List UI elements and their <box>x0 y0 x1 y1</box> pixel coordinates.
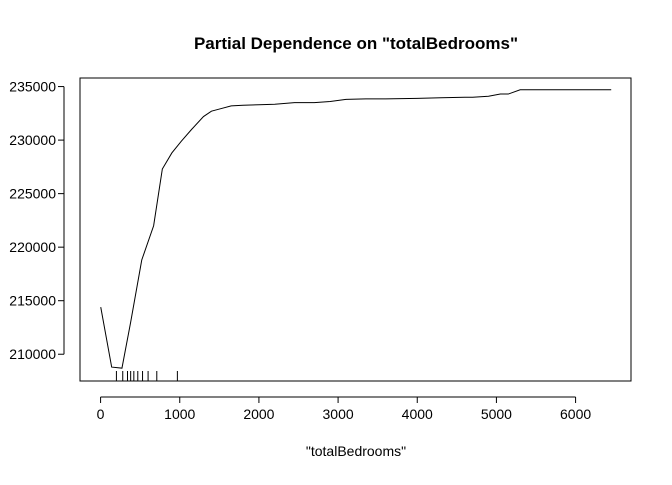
rug-marks <box>115 371 178 381</box>
y-axis: 210000 215000 220000 225000 230000 235000 <box>9 79 65 362</box>
plot-frame <box>79 77 632 382</box>
x-tick-label: 1000 <box>164 406 195 422</box>
x-tick-label: 0 <box>97 406 105 422</box>
y-tick-label: 210000 <box>9 346 56 362</box>
x-tick-label: 2000 <box>243 406 274 422</box>
x-tick-label: 6000 <box>560 406 591 422</box>
x-axis: 0 1000 2000 3000 4000 5000 6000 <box>97 396 591 422</box>
y-tick-label: 220000 <box>9 239 56 255</box>
x-tick-label: 3000 <box>323 406 354 422</box>
chart-title: Partial Dependence on "totalBedrooms" <box>194 34 518 53</box>
x-tick-label: 4000 <box>402 406 433 422</box>
x-axis-label: "totalBedrooms" <box>306 443 406 459</box>
y-tick-label: 230000 <box>9 132 56 148</box>
y-tick-label: 225000 <box>9 186 56 202</box>
partial-dependence-line <box>100 89 612 369</box>
x-tick-label: 5000 <box>481 406 512 422</box>
y-tick-label: 215000 <box>9 293 56 309</box>
y-tick-label: 235000 <box>9 79 56 95</box>
